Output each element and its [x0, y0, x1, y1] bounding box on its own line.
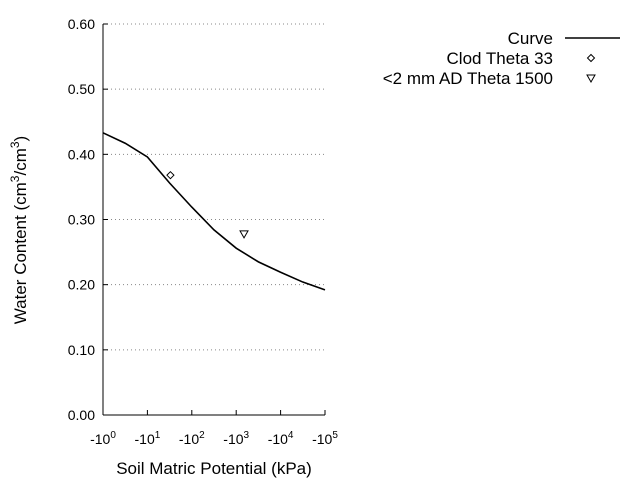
x-tick-exponent: 3 [244, 430, 250, 441]
x-tick-label: -100 [90, 430, 116, 447]
legend-swatch [586, 74, 596, 84]
x-tick-base: -10 [135, 431, 155, 447]
x-tick-exponent: 5 [332, 430, 338, 441]
x-tick-base: -10 [312, 431, 332, 447]
y-tick-label: 0.40 [68, 146, 95, 162]
y-tick-label: 0.00 [68, 407, 95, 423]
x-tick-base: -10 [268, 431, 288, 447]
x-tick-base: -10 [223, 431, 243, 447]
y-tick-label: 0.50 [68, 81, 95, 97]
x-tick-label: -104 [268, 430, 294, 447]
marker [239, 230, 249, 239]
legend-label: Curve [508, 29, 553, 48]
x-tick-exponent: 0 [110, 430, 116, 441]
y-tick-label: 0.60 [68, 16, 95, 32]
x-tick-label: -102 [179, 430, 205, 447]
x-tick-base: -10 [179, 431, 199, 447]
x-tick-label: -105 [312, 430, 338, 447]
x-tick-base: -10 [90, 431, 110, 447]
x-tick-label: -103 [223, 430, 249, 447]
x-tick-label: -101 [135, 430, 161, 447]
legend-label: Clod Theta 33 [447, 49, 553, 68]
x-tick-exponent: 2 [199, 430, 205, 441]
x-axis-label: Soil Matric Potential (kPa) [116, 459, 312, 478]
curve [102, 132, 326, 291]
legend-swatch [586, 53, 596, 63]
marker [166, 170, 175, 180]
y-tick-label: 0.20 [68, 277, 95, 293]
x-tick-exponent: 4 [288, 430, 294, 441]
y-tick-label: 0.10 [68, 342, 95, 358]
legend-label: <2 mm AD Theta 1500 [383, 69, 553, 88]
x-tick-exponent: 1 [155, 430, 161, 441]
y-axis-label: Water Content (cm3/cm3) [8, 136, 30, 324]
y-tick-label: 0.30 [68, 212, 95, 228]
